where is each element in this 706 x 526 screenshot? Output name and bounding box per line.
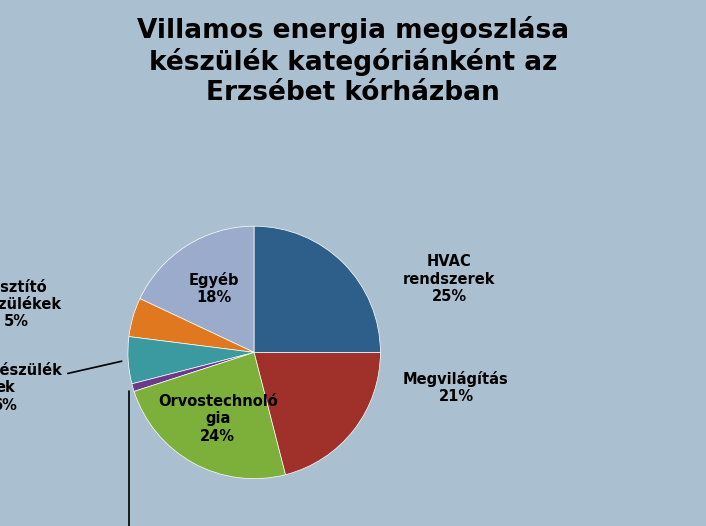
Wedge shape — [134, 352, 285, 479]
Text: HVAC
rendszerek
25%: HVAC rendszerek 25% — [403, 254, 496, 304]
Text: Megvilágítás
21%: Megvilágítás 21% — [403, 371, 509, 404]
Text: Egyéb
18%: Egyéb 18% — [189, 272, 239, 305]
Wedge shape — [254, 226, 381, 352]
Text: Tisztító
készülékek
5%: Tisztító készülékek 5% — [0, 279, 62, 329]
Wedge shape — [129, 299, 254, 352]
Text: Konyhai
készülékek
1%: Konyhai készülékek 1% — [129, 391, 262, 526]
Text: Villamos energia megoszlása
készülék kategóriánként az
Erzsébet kórházban: Villamos energia megoszlása készülék kat… — [137, 16, 569, 106]
Text: Irodakészülék
ek
6%: Irodakészülék ek 6% — [0, 361, 121, 413]
Text: Orvostechnoló
gia
24%: Orvostechnoló gia 24% — [158, 394, 277, 444]
Wedge shape — [140, 226, 254, 352]
Wedge shape — [254, 352, 381, 474]
Wedge shape — [128, 337, 254, 384]
Wedge shape — [132, 352, 254, 391]
